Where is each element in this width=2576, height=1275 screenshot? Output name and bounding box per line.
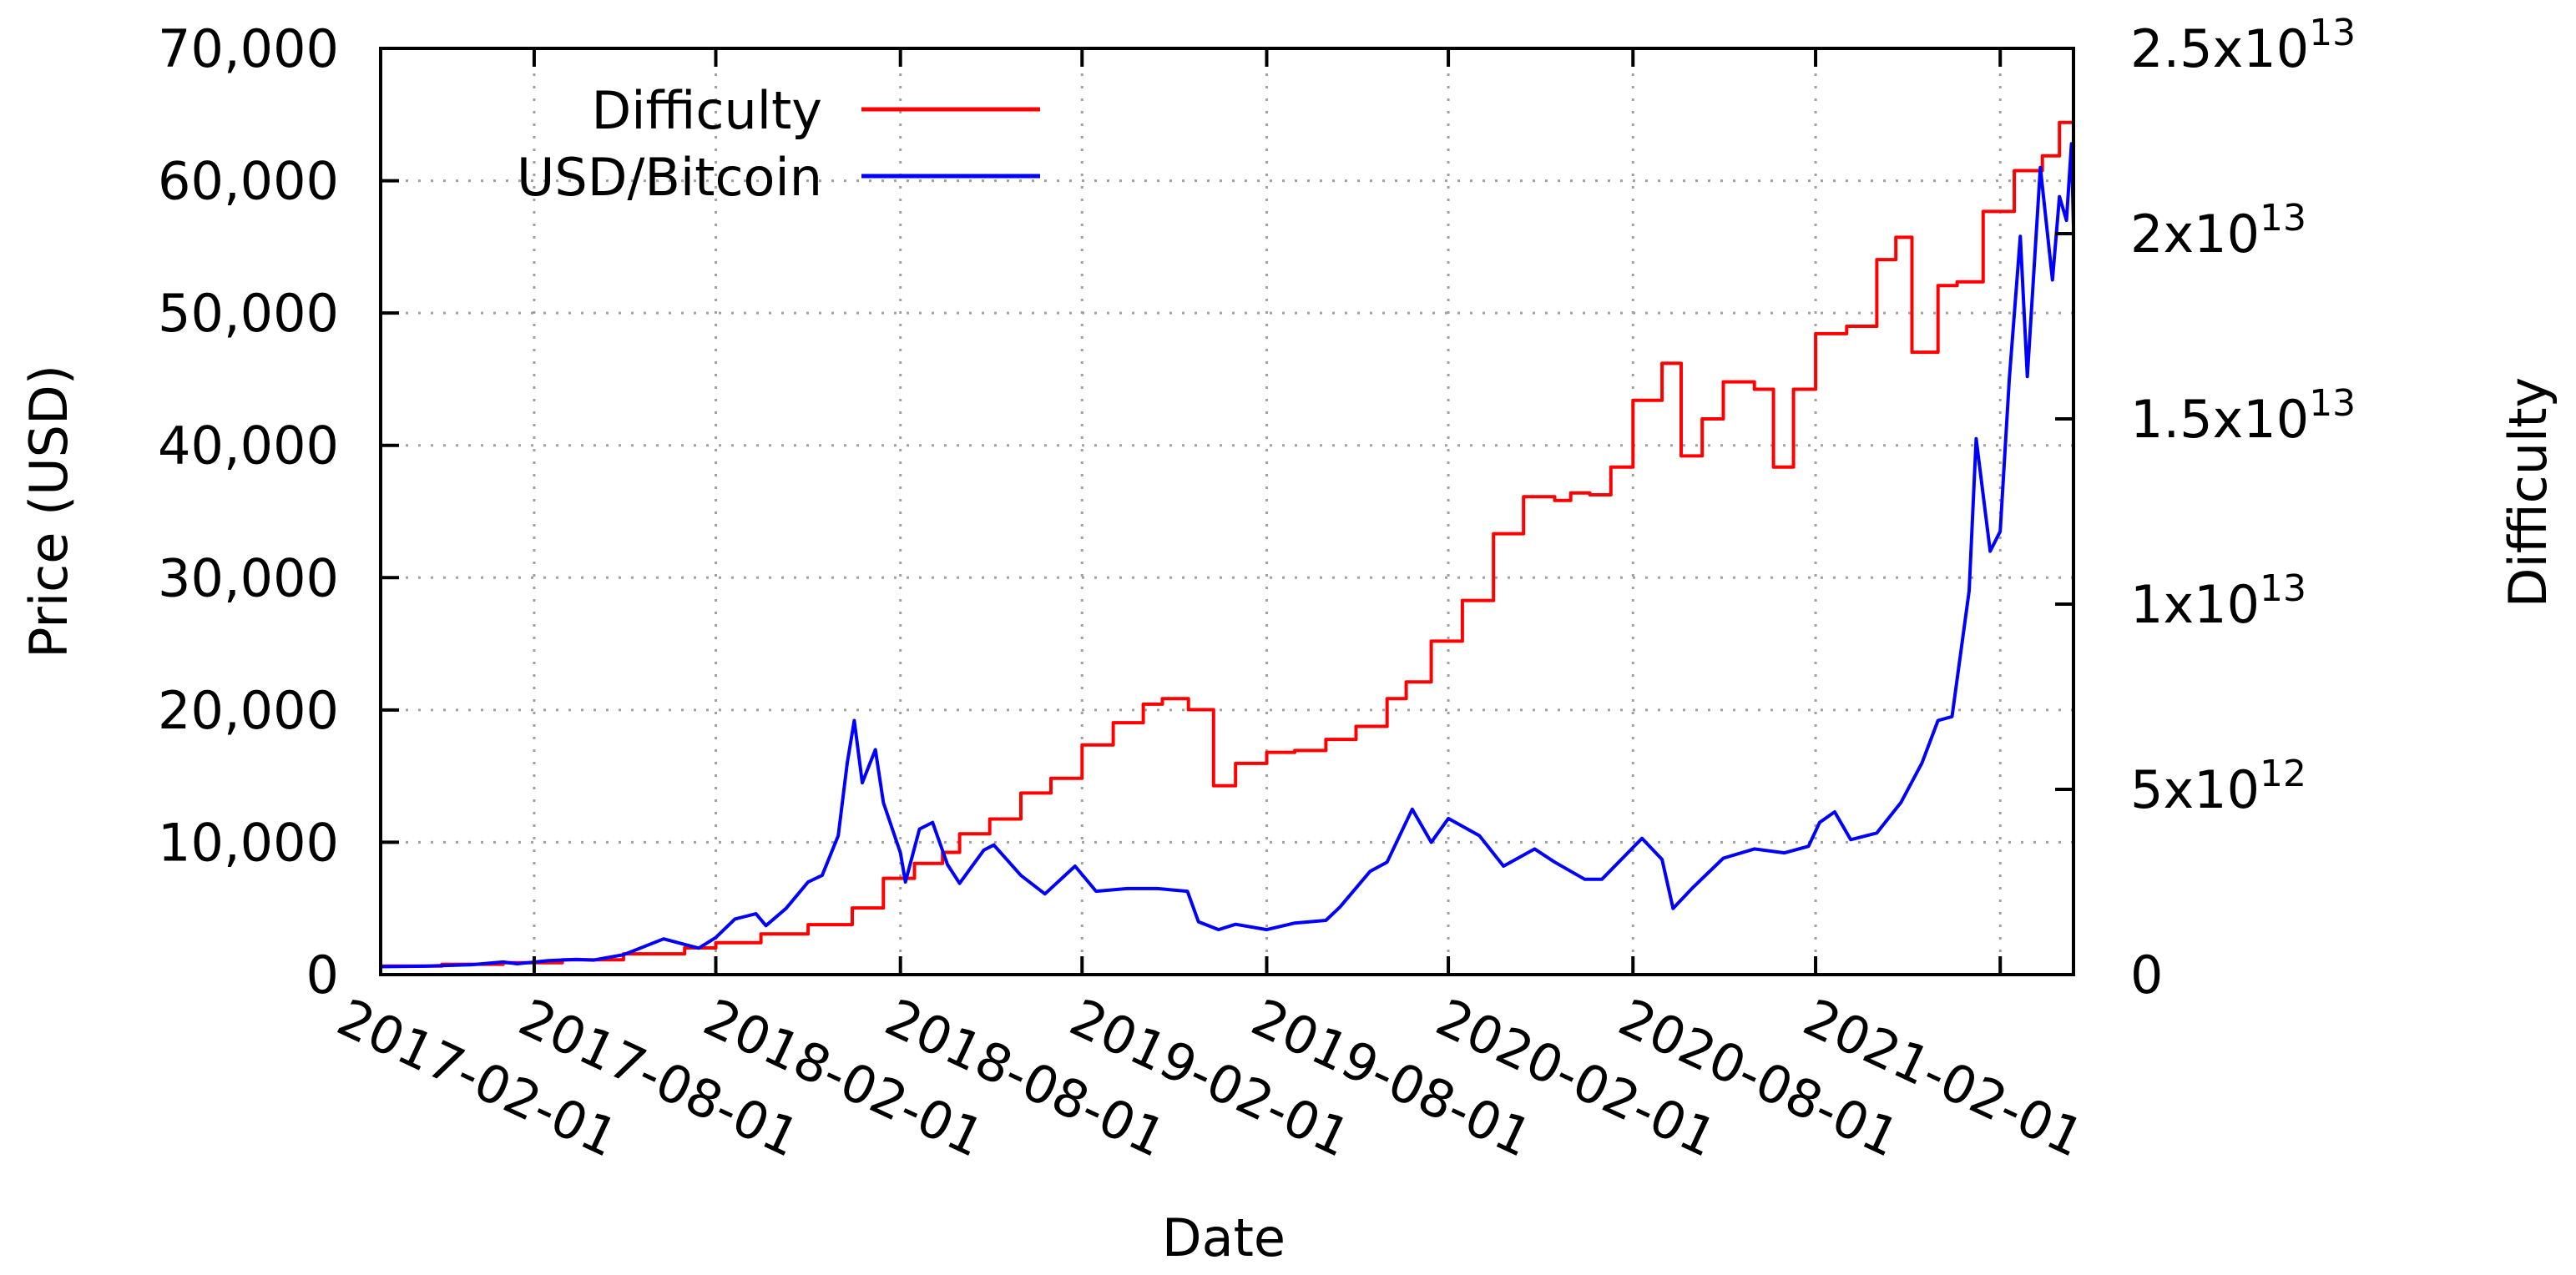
series-line-difficulty [381, 100, 2075, 968]
y-tick-label: 10,000 [158, 812, 339, 873]
axis-ticks [381, 47, 2073, 976]
y2-tick-label: 2.5x1013 [2130, 12, 2356, 79]
y-tick-label: 60,000 [158, 151, 339, 212]
y-tick-label: 50,000 [158, 283, 339, 344]
y-tick-label: 70,000 [158, 18, 339, 79]
tick-labels: 2017-02-012017-08-012018-02-012018-08-01… [158, 12, 2356, 1169]
series-lines [380, 100, 2075, 969]
legend-label-difficulty: Difficulty [591, 80, 822, 141]
plot-frame [379, 47, 2075, 976]
y2-tick-label: 0 [2130, 945, 2163, 1005]
y2-tick-label: 2x1013 [2130, 197, 2306, 265]
y-tick-label: 30,000 [158, 547, 339, 608]
y-tick-label: 0 [306, 945, 339, 1005]
legend: Difficulty USD/Bitcoin [517, 80, 1040, 208]
y2-tick-label: 1.5x1013 [2130, 382, 2356, 450]
x-axis-title: Date [1162, 1207, 1285, 1268]
y2-tick-label: 1x1013 [2130, 567, 2306, 635]
y-tick-label: 40,000 [158, 416, 339, 476]
y2-axis-title: Difficulty [2498, 377, 2558, 608]
y2-tick-label: 5x1012 [2130, 753, 2306, 820]
y-axis-title: Price (USD) [18, 365, 79, 658]
series-line-usd-bitcoin [380, 142, 2075, 969]
legend-label-usd-bitcoin: USD/Bitcoin [517, 147, 822, 208]
y-tick-label: 20,000 [158, 680, 339, 741]
